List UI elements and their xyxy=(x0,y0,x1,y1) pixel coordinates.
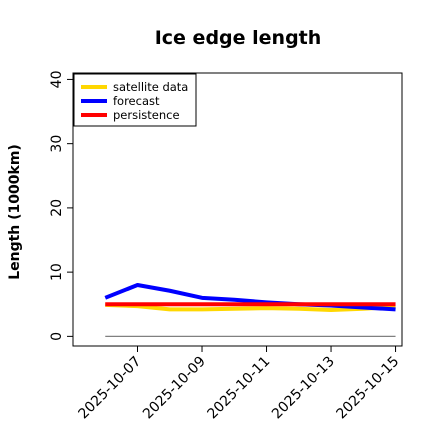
y-axis-label: Length (1000km) xyxy=(7,144,23,280)
legend-label-forecast: forecast xyxy=(113,94,160,108)
series-line-satellite xyxy=(105,302,396,313)
legend: satellite data forecast persistence xyxy=(73,73,197,127)
x-tick-label: 2025-10-15 xyxy=(334,354,403,423)
y-tick-label: 20 xyxy=(49,199,65,217)
y-tick-label: 10 xyxy=(49,263,65,281)
plot-frame xyxy=(72,72,403,347)
x-tick-label: 2025-10-07 xyxy=(75,354,144,423)
y-axis: 0 10 20 30 40 xyxy=(49,71,73,341)
series-line-forecast xyxy=(104,282,396,312)
x-axis: 2025-10-072025-10-092025-10-112025-10-13… xyxy=(75,346,402,422)
series-layer xyxy=(104,282,396,313)
y-tick-label: 30 xyxy=(49,135,65,153)
x-tick-label: 2025-10-09 xyxy=(140,354,209,423)
x-tick-label: 2025-10-11 xyxy=(205,354,274,423)
x-tick-label: 2025-10-13 xyxy=(269,354,338,423)
legend-label-persistence: persistence xyxy=(113,108,180,122)
y-tick-label: 40 xyxy=(49,71,65,89)
chart-title: Ice edge length xyxy=(155,27,322,49)
legend-label-satellite: satellite data xyxy=(113,80,188,94)
y-tick-label: 0 xyxy=(49,332,65,341)
